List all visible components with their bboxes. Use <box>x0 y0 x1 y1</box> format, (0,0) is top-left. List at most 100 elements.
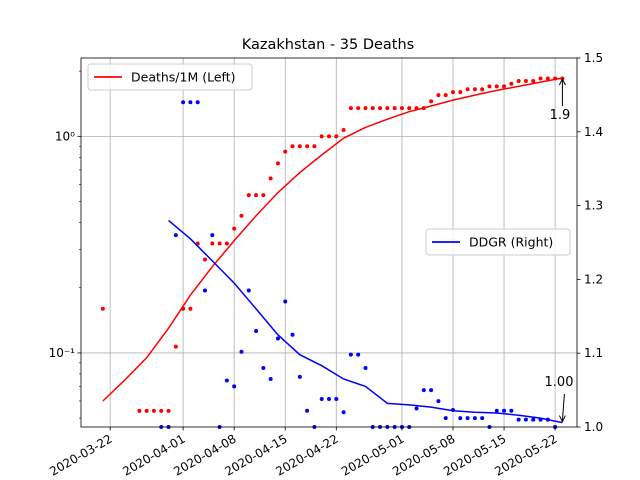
ddgr-point <box>173 233 178 238</box>
ddgr-legend: DDGR (Right) <box>425 228 571 256</box>
deaths-point <box>356 106 361 111</box>
deaths-point <box>553 76 558 81</box>
ddgr-point <box>239 349 244 354</box>
ddgr-annotation-arrowhead <box>558 415 566 423</box>
deaths-point <box>385 106 390 111</box>
ddgr-point <box>181 100 186 105</box>
ddgr-point <box>334 396 339 401</box>
deaths-point <box>188 306 193 311</box>
ddgr-point <box>480 416 485 421</box>
right-y-tick-label: 1.3 <box>584 199 603 213</box>
ddgr-point <box>203 288 207 293</box>
ddgr-point <box>327 396 331 401</box>
ddgr-annotation-arrow <box>561 393 565 421</box>
deaths-point <box>151 408 156 413</box>
ddgr-point <box>414 406 419 411</box>
deaths-annotation-label: 1.9 <box>550 108 571 123</box>
deaths-point <box>458 90 463 95</box>
legend-label: Deaths/1M (Left) <box>131 70 236 85</box>
ddgr-point <box>458 416 463 421</box>
deaths-point <box>465 87 470 92</box>
deaths-point <box>159 408 164 413</box>
deaths-annotation-arrowhead <box>558 77 566 86</box>
ddgr-point <box>275 336 280 341</box>
deaths-point <box>407 106 412 111</box>
deaths-point <box>399 106 404 111</box>
ddgr-point <box>195 100 200 105</box>
ddgr-line <box>168 219 563 424</box>
deaths-point <box>239 213 244 218</box>
legend-box <box>87 63 253 91</box>
deaths-point <box>327 134 331 139</box>
ddgr-point <box>531 417 536 422</box>
deaths-point <box>516 79 521 84</box>
ddgr-point <box>472 416 477 421</box>
ddgr-point <box>254 329 259 334</box>
series-layer <box>100 76 565 429</box>
deaths-point <box>275 161 280 166</box>
deaths-point <box>436 93 441 98</box>
ddgr-point <box>436 399 441 404</box>
deaths-point <box>100 306 105 311</box>
ddgr-point <box>283 299 288 304</box>
deaths-point <box>487 84 492 89</box>
deaths-point <box>137 408 142 413</box>
ddgr-point <box>356 352 361 357</box>
ddgr-point <box>341 410 346 415</box>
deaths-point <box>210 241 215 246</box>
legend-label: DDGR (Right) <box>469 235 553 250</box>
ddgr-point <box>421 388 426 393</box>
deaths-point <box>305 144 310 149</box>
deaths-point <box>480 87 485 92</box>
deaths-point <box>166 408 171 413</box>
ddgr-point <box>545 417 550 422</box>
deaths-point <box>290 144 295 149</box>
deaths-point <box>144 408 149 413</box>
deaths-point <box>261 193 266 198</box>
deaths-point <box>348 106 353 111</box>
deaths-point <box>203 257 207 262</box>
deaths-point <box>268 176 273 181</box>
right-y-tick-label: 1.0 <box>584 420 603 434</box>
deaths-point <box>523 79 528 84</box>
deaths-point <box>217 241 222 246</box>
deaths-point <box>509 81 514 86</box>
deaths-point <box>363 106 368 111</box>
deaths-point <box>232 226 237 231</box>
deaths-point <box>502 84 507 89</box>
deaths-line <box>102 77 563 402</box>
ddgr-point <box>268 377 273 382</box>
deaths-point <box>319 134 324 139</box>
ddgr-point <box>246 288 251 293</box>
deaths-point <box>421 106 426 111</box>
ddgr-point <box>210 233 215 238</box>
deaths-point <box>392 106 397 111</box>
deaths-point <box>472 87 477 92</box>
right-y-tick-label: 1.5 <box>584 51 603 65</box>
right-y-tick-label: 1.1 <box>584 346 603 360</box>
deaths-point <box>370 106 375 111</box>
ddgr-point <box>494 408 499 413</box>
ddgr-point <box>465 416 470 421</box>
ddgr-annotation-label: 1.00 <box>545 375 574 390</box>
plot-frame <box>80 57 578 428</box>
deaths-point <box>414 106 419 111</box>
deaths-point <box>538 76 543 81</box>
deaths-point <box>429 99 434 104</box>
deaths-point <box>312 144 317 149</box>
deaths-point <box>173 344 178 349</box>
ddgr-point <box>188 100 193 105</box>
deaths-point <box>341 127 346 132</box>
deaths-point <box>283 149 288 154</box>
ddgr-point <box>319 396 324 401</box>
ddgr-point <box>516 417 521 422</box>
chart-title: Kazakhstan - 35 Deaths <box>242 37 414 53</box>
deaths-legend: Deaths/1M (Left) <box>87 63 253 91</box>
ddgr-point <box>538 417 543 422</box>
annotations: 1.9 1.00 <box>545 77 574 423</box>
deaths-point <box>334 134 339 139</box>
deaths-point <box>224 241 229 246</box>
ddgr-point <box>232 384 237 389</box>
legend-box <box>425 228 571 256</box>
